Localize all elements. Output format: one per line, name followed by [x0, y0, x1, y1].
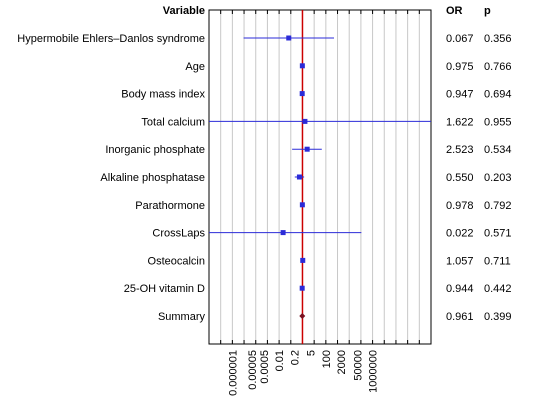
- odds-ratio-value: 0.067: [446, 33, 474, 45]
- forest-row: 25-OH vitamin D 0.944 0.442: [124, 283, 512, 295]
- p-value: 0.356: [484, 33, 512, 45]
- forest-row: Summary 0.961 0.399: [158, 311, 512, 323]
- odds-ratio-value: 1.622: [446, 116, 474, 128]
- estimate-marker: [280, 230, 286, 236]
- estimate-marker: [302, 118, 308, 124]
- x-tick-label: 1000000: [368, 350, 380, 393]
- x-tick-label: 0.00005: [247, 350, 259, 390]
- odds-ratio-value: 2.523: [446, 144, 474, 156]
- estimate-marker: [299, 202, 305, 208]
- p-value: 0.711: [484, 255, 511, 267]
- row-label: Age: [185, 61, 205, 73]
- x-tick-label: 0.2: [289, 350, 301, 365]
- p-value: 0.955: [484, 116, 512, 128]
- odds-ratio-value: 0.944: [446, 283, 474, 295]
- summary-diamond: [299, 313, 306, 319]
- forest-row: Total calcium 1.622 0.955: [141, 116, 511, 128]
- forest-row: Body mass index 0.947 0.694: [121, 89, 511, 101]
- forest-row: Alkaline phosphatase 0.550 0.203: [100, 172, 511, 184]
- estimate-marker: [299, 63, 305, 69]
- x-tick-label: 5: [306, 350, 318, 356]
- odds-ratio-value: 0.550: [446, 172, 474, 184]
- rows-group: Hypermobile Ehlers–Danlos syndrome 0.067 0…: [17, 33, 511, 323]
- p-value: 0.399: [484, 311, 512, 323]
- row-label: Alkaline phosphatase: [100, 172, 205, 184]
- x-axis-ticks: 0.000001 0.00005 0.0005 0.01 0.2 5 100 2000 5000…: [227, 350, 379, 396]
- forest-row: Osteocalcin 1.057 0.711: [148, 255, 511, 267]
- p-header: p: [484, 5, 491, 17]
- p-value: 0.534: [484, 144, 512, 156]
- column-headers: Variable OR p: [163, 5, 491, 17]
- estimate-marker: [299, 91, 305, 97]
- odds-ratio-value: 0.947: [446, 89, 474, 101]
- forest-row: Parathormone 0.978 0.792: [135, 200, 511, 212]
- odds-ratio-value: 0.975: [446, 61, 474, 73]
- x-tick-label: 0.01: [274, 350, 286, 371]
- row-label: Summary: [158, 311, 206, 323]
- x-tick-label: 2000: [336, 350, 348, 374]
- row-label: CrossLaps: [152, 228, 205, 240]
- plot-frame: [208, 9, 432, 345]
- row-label: Hypermobile Ehlers–Danlos syndrome: [17, 33, 205, 45]
- x-tick-label: 0.000001: [227, 350, 239, 396]
- grid-lines: [208, 10, 432, 344]
- forest-row: Inorganic phosphate 2.523 0.534: [105, 144, 511, 156]
- x-tick-label: 50000: [352, 350, 364, 381]
- row-label: Total calcium: [141, 116, 205, 128]
- estimate-marker: [304, 146, 310, 152]
- p-value: 0.766: [484, 61, 512, 73]
- row-label: 25-OH vitamin D: [124, 283, 205, 295]
- odds-ratio-value: 1.057: [446, 255, 474, 267]
- p-value: 0.203: [484, 172, 512, 184]
- variable-header: Variable: [163, 5, 205, 17]
- estimate-marker: [300, 257, 306, 263]
- odds-ratio-value: 0.022: [446, 228, 474, 240]
- row-label: Body mass index: [121, 89, 205, 101]
- forest-row: Hypermobile Ehlers–Danlos syndrome 0.067 0…: [17, 33, 511, 45]
- x-tick-label: 100: [321, 350, 333, 368]
- row-label: Parathormone: [135, 200, 205, 212]
- row-label: Inorganic phosphate: [105, 144, 205, 156]
- estimate-marker: [296, 174, 302, 180]
- p-value: 0.442: [484, 283, 512, 295]
- or-header: OR: [446, 5, 463, 17]
- x-tick-label: 0.0005: [259, 350, 271, 384]
- p-value: 0.792: [484, 200, 512, 212]
- p-value: 0.694: [484, 89, 512, 101]
- odds-ratio-value: 0.961: [446, 311, 474, 323]
- forest-row: Age 0.975 0.766: [185, 61, 511, 73]
- odds-ratio-value: 0.978: [446, 200, 474, 212]
- estimate-marker: [286, 35, 292, 41]
- forest-row: CrossLaps 0.022 0.571: [152, 228, 511, 240]
- plot-border: [208, 9, 432, 345]
- estimate-marker: [299, 285, 305, 291]
- p-value: 0.571: [484, 228, 512, 240]
- row-label: Osteocalcin: [148, 255, 205, 267]
